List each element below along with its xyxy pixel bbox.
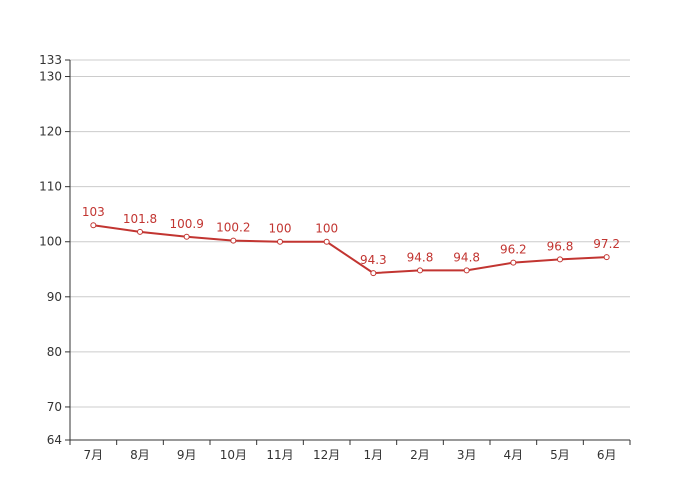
y-tick-label: 120 (39, 125, 62, 139)
y-tick-label: 133 (39, 53, 62, 67)
data-point (230, 237, 237, 244)
y-tick-label: 110 (39, 180, 62, 194)
x-tick-label: 4月 (504, 448, 524, 462)
x-tick-label: 5月 (550, 448, 570, 462)
data-point (463, 267, 470, 274)
y-axis-ticks: 64 70 80 90 100 110 120 130 133 (39, 53, 70, 447)
x-tick-label: 12月 (313, 448, 340, 462)
data-label: 100.9 (169, 217, 203, 231)
data-point (417, 267, 423, 274)
data-label: 96.2 (500, 243, 527, 257)
data-label: 97.2 (593, 237, 620, 251)
y-tick-label: 70 (47, 400, 62, 414)
x-tick-label: 8月 (130, 448, 150, 462)
x-tick-label: 9月 (177, 448, 197, 462)
data-label: 100 (269, 222, 292, 236)
data-label: 100.2 (216, 221, 250, 235)
y-tick-label: 130 (39, 70, 62, 84)
data-label: 101.8 (123, 212, 157, 226)
grid-lines (70, 59, 630, 408)
x-tick-label: 3月 (457, 448, 477, 462)
data-label: 96.8 (547, 239, 574, 253)
data-point (557, 256, 563, 263)
data-point (90, 222, 97, 229)
data-point (370, 270, 377, 277)
data-label: 100 (315, 222, 338, 236)
data-point (137, 228, 143, 235)
y-tick-label: 90 (47, 290, 62, 304)
x-tick-label: 11月 (266, 448, 293, 462)
data-point (183, 233, 190, 240)
y-tick-label: 80 (47, 345, 62, 359)
x-tick-label: 10月 (220, 448, 247, 462)
y-tick-label: 100 (39, 235, 62, 249)
data-point (603, 254, 610, 261)
data-label: 94.8 (453, 250, 480, 264)
series-line (93, 224, 607, 275)
series-line-group (93, 224, 607, 275)
data-label: 94.8 (407, 250, 434, 264)
data-label: 103 (82, 205, 105, 219)
x-axis-ticks: 7月 8月 9月 10月 11月 12月 1月 2月 3月 4月 5月 6月 (69, 440, 631, 462)
x-tick-label: 6月 (597, 448, 617, 462)
y-tick-label: 64 (47, 433, 62, 447)
data-point (510, 259, 517, 266)
data-point (323, 238, 330, 245)
x-tick-label: 1月 (364, 448, 384, 462)
x-tick-label: 2月 (410, 448, 430, 462)
data-points (90, 222, 610, 277)
data-label: 94.3 (360, 253, 387, 267)
data-labels: 103 101.8 100.9 100.2 100 100 94.3 94.8 94.8 96.2… (82, 205, 620, 267)
x-tick-label: 7月 (84, 448, 104, 462)
data-point (277, 238, 283, 245)
